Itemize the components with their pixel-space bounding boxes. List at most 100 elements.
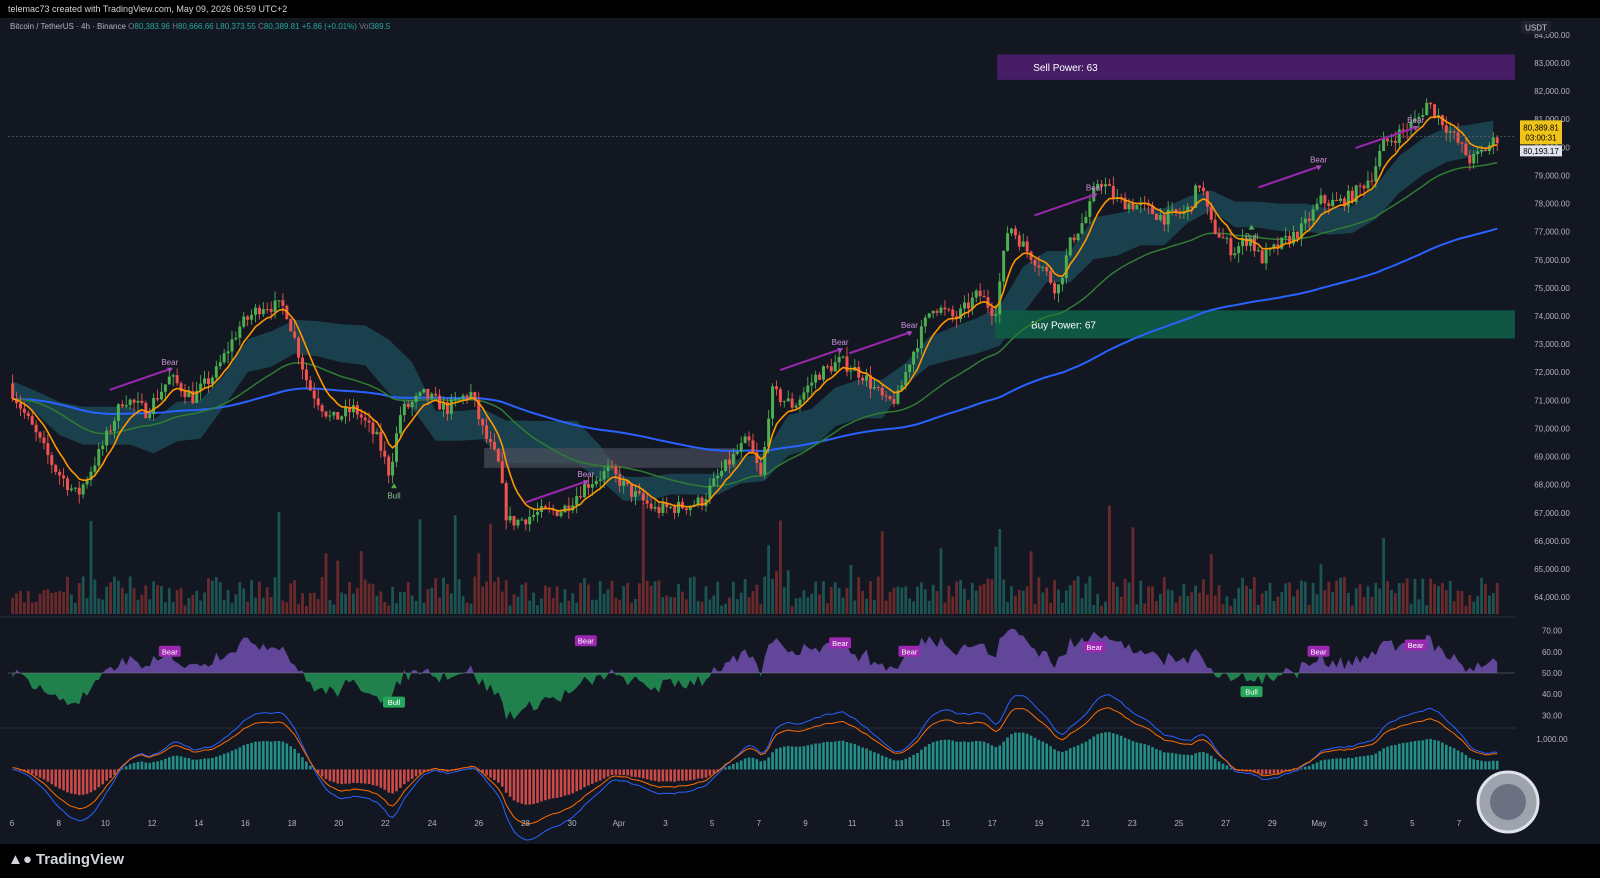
- volume-bar: [1147, 586, 1150, 614]
- candle-body: [406, 403, 410, 408]
- low-label: L: [215, 22, 221, 31]
- volume-bar: [144, 585, 148, 614]
- candle-body: [590, 484, 594, 488]
- candle-body: [1201, 187, 1205, 192]
- candle-body: [1444, 125, 1448, 133]
- macd-histogram-bar: [1484, 761, 1487, 770]
- volume-bar: [543, 585, 547, 614]
- candle-body: [449, 399, 453, 414]
- macd-histogram-bar: [1448, 746, 1452, 770]
- volume-bar: [798, 597, 802, 614]
- macd-histogram-bar: [62, 769, 65, 791]
- macd-histogram-bar: [810, 744, 814, 770]
- candle-body: [379, 431, 383, 451]
- macd-histogram-bar: [853, 743, 857, 770]
- volume-bar: [406, 582, 410, 614]
- price-tick-label: 83,000.00: [1534, 59, 1570, 68]
- volume-bar: [1288, 582, 1292, 614]
- macd-histogram-bar: [1429, 738, 1432, 770]
- candle-body: [1072, 237, 1076, 241]
- volume-bar: [140, 594, 144, 614]
- candle-body: [1476, 151, 1480, 154]
- candle-body: [85, 480, 89, 485]
- candle-body: [15, 398, 19, 404]
- macd-histogram-bar: [978, 741, 982, 770]
- macd-histogram-bar: [469, 768, 473, 770]
- price-tick-label: 68,000.00: [1534, 481, 1570, 490]
- volume-bar: [1025, 586, 1029, 614]
- divergence-line: [1034, 194, 1093, 217]
- volume-bar: [1229, 605, 1233, 614]
- macd-histogram-bar: [1468, 757, 1472, 770]
- volume-bar: [410, 595, 414, 614]
- candle-body: [461, 395, 465, 399]
- macd-histogram-bar: [1014, 732, 1017, 770]
- candle-body: [1088, 201, 1092, 217]
- volume-bar: [1296, 589, 1299, 614]
- macd-histogram-bar: [457, 769, 461, 771]
- volume-bar: [1252, 577, 1256, 614]
- candle-body: [1237, 246, 1241, 254]
- candle-body: [865, 375, 869, 381]
- volume-bar: [814, 581, 818, 614]
- candle-body: [347, 407, 351, 413]
- candle-body: [300, 357, 304, 370]
- volume-bar: [58, 591, 62, 614]
- macd-histogram-bar: [759, 761, 763, 770]
- candle-body: [1017, 235, 1021, 247]
- candle-body: [340, 416, 344, 420]
- macd-histogram-bar: [504, 769, 508, 793]
- volume-bar: [708, 599, 712, 614]
- volume-bar: [677, 584, 680, 614]
- candle-body: [939, 307, 943, 313]
- candle-body: [442, 402, 446, 410]
- credit-text: telemac73 created with TradingView.com, …: [8, 4, 288, 14]
- candle-body: [884, 395, 888, 397]
- candle-body: [845, 356, 849, 372]
- macd-histogram-bar: [128, 764, 132, 770]
- volume-bar: [69, 594, 73, 614]
- macd-histogram-bar: [1096, 734, 1099, 770]
- candle-body: [375, 431, 379, 435]
- volume-bar: [622, 586, 626, 614]
- time-tick-label: 10: [101, 819, 110, 828]
- symbol-title[interactable]: Bitcoin / TetherUS · 4h · Binance: [10, 22, 126, 31]
- volume-bar: [46, 589, 50, 614]
- candle-body: [1229, 238, 1233, 256]
- candle-body: [1209, 206, 1213, 220]
- candle-body: [1056, 284, 1060, 294]
- volume-bar: [230, 603, 234, 614]
- candle-body: [520, 519, 524, 521]
- volume-bar: [391, 587, 394, 614]
- candle-body: [387, 456, 391, 476]
- candle-body: [434, 393, 438, 396]
- macd-histogram-bar: [1065, 750, 1068, 770]
- volume-bar: [908, 598, 912, 614]
- macd-histogram-bar: [148, 762, 152, 770]
- candle-body: [645, 500, 649, 504]
- macd-histogram-bar: [508, 769, 512, 797]
- candle-body: [1037, 265, 1041, 268]
- volume-bar: [880, 531, 884, 614]
- volume-bar: [207, 578, 210, 614]
- volume-bar: [579, 583, 583, 614]
- macd-histogram-bar: [935, 741, 939, 770]
- candle-body: [120, 404, 124, 407]
- volume-bar: [528, 600, 532, 614]
- osc-tick-label: 40.00: [1542, 690, 1563, 699]
- volume-bar: [1064, 590, 1068, 614]
- volume-bar: [1448, 580, 1452, 614]
- volume-bar: [128, 576, 132, 614]
- volume-bar: [606, 589, 610, 614]
- candle-body: [422, 388, 426, 393]
- volume-bar: [1221, 604, 1225, 614]
- candle-body: [101, 445, 105, 450]
- volume-bar: [755, 584, 759, 614]
- macd-histogram-bar: [1057, 751, 1060, 770]
- candle-body: [1280, 237, 1284, 249]
- volume-bar: [1366, 586, 1370, 614]
- tradingview-logo[interactable]: ▲● TradingView: [8, 850, 124, 870]
- candle-body: [293, 331, 297, 338]
- chart-canvas[interactable]: Sell Power: 63 Buy Power: 67 Bear Bear Bear B…: [0, 18, 1600, 844]
